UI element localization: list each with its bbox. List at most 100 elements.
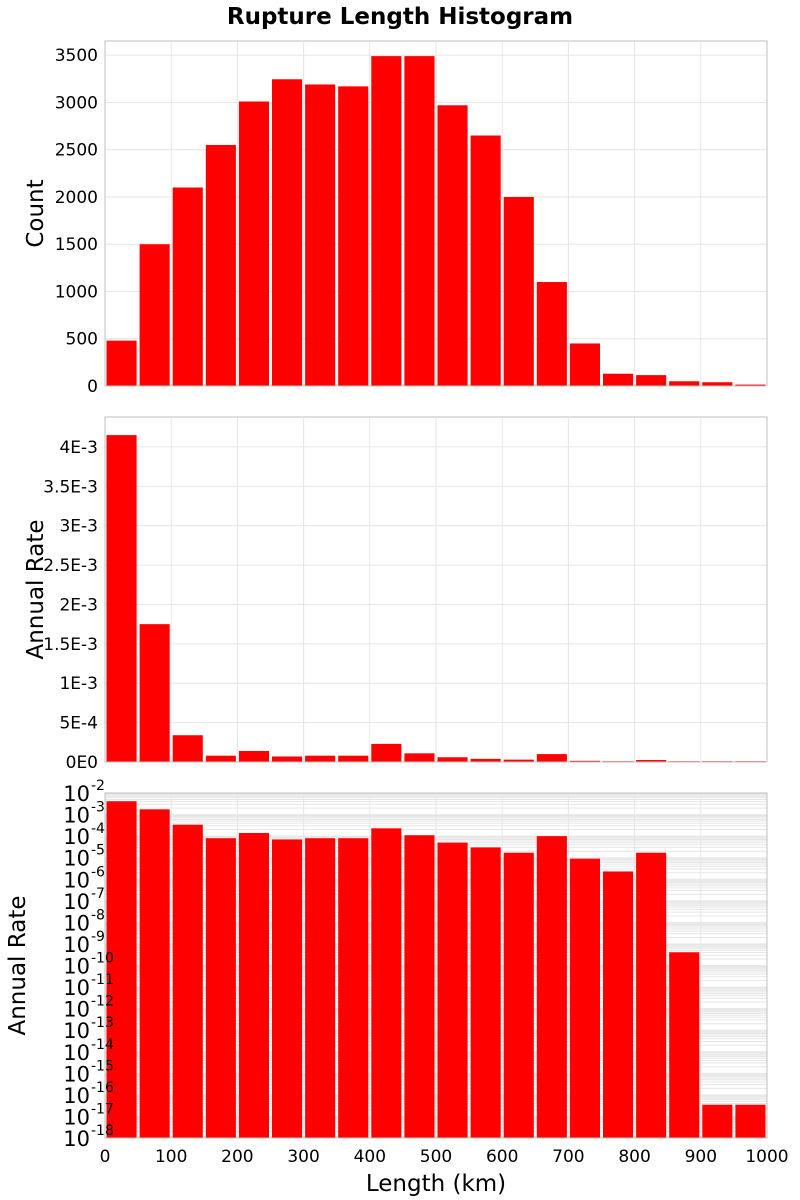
annual-rate-log-panel: 10-210-310-410-510-610-710-810-910 -1010-… xyxy=(5,778,789,1197)
plot-frame xyxy=(104,792,768,1139)
histogram-bar xyxy=(735,1104,766,1138)
histogram-bar xyxy=(569,343,600,386)
y-tick-label-exponent: -13 xyxy=(91,1015,114,1031)
y-tick-label-exponent: -5 xyxy=(91,843,105,859)
histogram-bar xyxy=(636,375,667,386)
y-tick-label-base: 10 xyxy=(63,890,90,914)
y-tick-label-exponent: -6 xyxy=(91,864,105,880)
annual-rate-linear-panel: 0E0 5E-4 1E-3 1.5E-3 2E-3 2.5E-3 3E-3 3.5E-3 4E-… xyxy=(23,416,768,773)
y-tick-label: 3000 xyxy=(55,93,98,113)
histogram-bar xyxy=(305,755,336,762)
histogram-bar xyxy=(272,79,303,386)
histogram-bar xyxy=(106,435,137,762)
histogram-bar xyxy=(404,835,435,1138)
y-tick-label-exponent: -10 xyxy=(91,951,114,967)
x-tick-label: 100 xyxy=(155,1147,187,1167)
histogram-bar xyxy=(636,852,667,1138)
histogram-bar xyxy=(603,373,634,386)
chart-title: Rupture Length Histogram xyxy=(227,4,573,30)
y-tick-label: 500 xyxy=(66,330,98,350)
histogram-bar xyxy=(106,801,137,1138)
histogram-bar xyxy=(238,750,269,762)
y-tick-label: 3.5E-3 xyxy=(43,477,98,497)
y-tick-label-base: 10 xyxy=(63,1105,90,1129)
histogram-bar xyxy=(536,754,567,762)
histogram-bar xyxy=(139,809,170,1138)
x-tick-label: 600 xyxy=(486,1147,518,1167)
y-tick-label: 5E-4 xyxy=(59,714,98,734)
y-tick-label-exponent: -16 xyxy=(91,1080,114,1096)
y-tick-label: 1500 xyxy=(55,235,98,255)
histogram-bar xyxy=(172,735,203,762)
histogram-bar xyxy=(702,1104,733,1138)
y-tick-label-base: 10 xyxy=(63,1019,90,1043)
y-tick-label-exponent: -18 xyxy=(91,1123,114,1139)
histogram-bar xyxy=(205,838,236,1138)
histogram-bar xyxy=(272,756,303,762)
histogram-bar xyxy=(536,836,567,1138)
y-tick-label-base: 10 xyxy=(63,998,90,1022)
y-tick-label-base: 10 xyxy=(63,955,90,979)
histogram-bar xyxy=(338,838,369,1138)
x-axis-label: Length (km) xyxy=(366,1171,506,1197)
histogram-bar xyxy=(238,101,269,386)
y-tick-label: 2000 xyxy=(55,188,98,208)
histogram-bar xyxy=(404,753,435,762)
histogram-bar xyxy=(139,244,170,386)
histogram-bar xyxy=(470,135,501,386)
y-tick-label-exponent: -15 xyxy=(91,1058,114,1074)
histogram-bar xyxy=(172,187,203,386)
x-tick-label: 300 xyxy=(287,1147,319,1167)
y-tick-label-exponent: -17 xyxy=(91,1101,114,1117)
histogram-bar xyxy=(172,824,203,1138)
x-tick-label: 900 xyxy=(685,1147,717,1167)
histogram-bar xyxy=(338,86,369,386)
y-tick-label-exponent: -2 xyxy=(91,778,105,794)
y-tick-label-exponent: -8 xyxy=(91,907,105,923)
histogram-bar xyxy=(569,858,600,1138)
count-panel: 0 500 1000 1500 2000 2500 3000 3500 Count xyxy=(23,40,768,397)
y-tick-label: 0 xyxy=(87,377,98,397)
y-tick-label-base: 10 xyxy=(63,1062,90,1086)
y-tick-label: 3E-3 xyxy=(59,517,98,537)
plot-frame xyxy=(104,40,768,387)
histogram-bar xyxy=(305,84,336,386)
histogram-bar xyxy=(338,755,369,762)
y-tick-label: 2E-3 xyxy=(59,595,98,615)
y-tick-label-base: 10 xyxy=(63,1041,90,1065)
histogram-bar xyxy=(603,871,634,1138)
histogram-bar xyxy=(470,847,501,1138)
y-tick-label: 2.5E-3 xyxy=(43,556,98,576)
y-tick-label: 4E-3 xyxy=(59,438,98,458)
histogram-bar xyxy=(470,758,501,762)
histogram-bar xyxy=(702,382,733,386)
histogram-bar xyxy=(437,757,468,762)
x-tick-label: 800 xyxy=(618,1147,650,1167)
y-tick-label-exponent: -14 xyxy=(91,1037,114,1053)
x-tick-label: 700 xyxy=(552,1147,584,1167)
histogram-bar xyxy=(371,828,402,1138)
y-tick-label-base: 10 xyxy=(63,847,90,871)
y-tick-label-exponent: -4 xyxy=(91,821,105,837)
y-tick-label-base: 10 xyxy=(63,976,90,1000)
histogram-bar xyxy=(205,755,236,762)
histogram-bar xyxy=(371,56,402,386)
x-tick-label: 1000 xyxy=(745,1147,788,1167)
histogram-bar xyxy=(205,144,236,386)
x-tick-label: 200 xyxy=(221,1147,253,1167)
histogram-bar xyxy=(503,759,534,762)
x-tick-label: 500 xyxy=(420,1147,452,1167)
histogram-bar xyxy=(139,624,170,762)
histogram-bar xyxy=(106,340,137,386)
y-tick-label-base: 10 xyxy=(63,825,90,849)
histogram-bar xyxy=(371,743,402,762)
plot-frame xyxy=(104,416,768,763)
y-tick-label: 2500 xyxy=(55,141,98,161)
y-axis-label: Annual Rate xyxy=(5,896,31,1036)
y-tick-label-base: 10 xyxy=(63,804,90,828)
histogram-bar xyxy=(437,105,468,386)
histogram-bar xyxy=(669,381,700,386)
x-tick-label: 0 xyxy=(100,1147,111,1167)
